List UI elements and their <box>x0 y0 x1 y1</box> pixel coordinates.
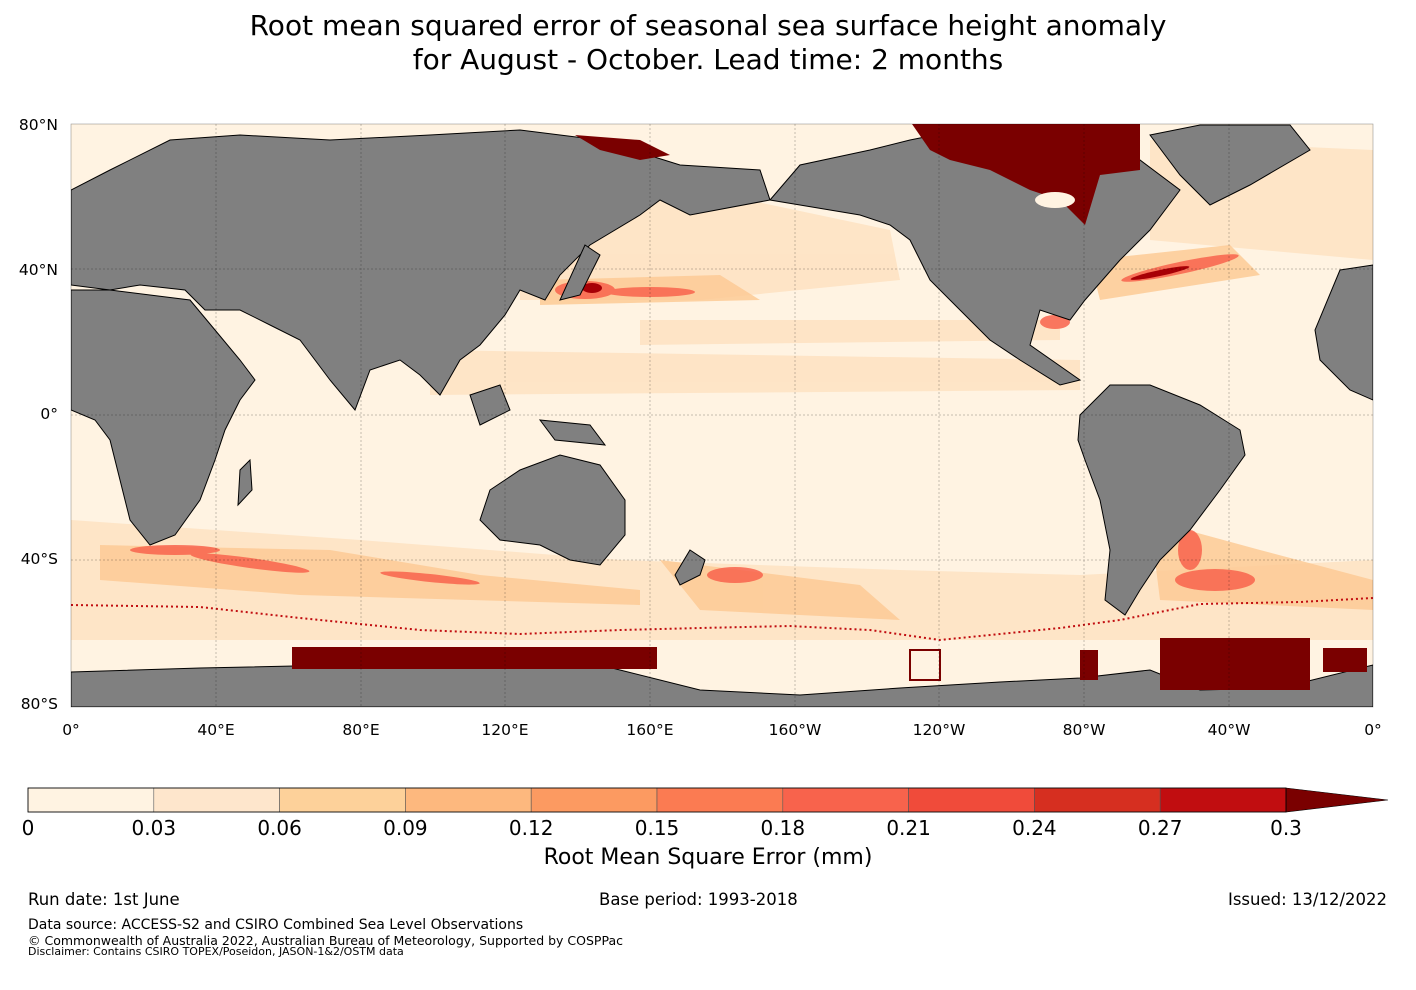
colorbar-tick-label: 0.27 <box>1137 816 1183 840</box>
colorbar-segment <box>405 787 532 813</box>
colorbar-tick-label: 0.09 <box>383 816 428 840</box>
land-europe-asia <box>71 129 771 411</box>
lon-label-0-right: 0° <box>1364 721 1382 739</box>
disclaimer: Disclaimer: Contains CSIRO TOPEX/Poseido… <box>28 945 404 958</box>
land-borneo-seasia <box>469 384 511 426</box>
land-madagascar <box>237 458 253 507</box>
lon-label-0: 0° <box>62 721 80 739</box>
colorbar-tick-label: 0.3 <box>1270 816 1302 840</box>
colorbar-segment <box>27 787 155 813</box>
colorbar-tick-label: 0.24 <box>1012 816 1057 840</box>
colorbar-tick-label: 0.03 <box>131 816 177 840</box>
colorbar-segment <box>530 787 658 813</box>
map-frame <box>70 123 1374 708</box>
run-date: Run date: 1st June <box>28 890 180 909</box>
colorbar-tick-label: 0.15 <box>634 816 680 840</box>
land-africa-west <box>1314 264 1373 401</box>
lon-label-40w: 40°W <box>1207 721 1251 739</box>
colorbar-segment <box>1034 787 1161 813</box>
lat-label-40s: 40°S <box>20 550 58 568</box>
colorbar-tick-label: 0.21 <box>886 816 931 840</box>
lat-label-80n: 80°N <box>18 116 58 134</box>
data-source: Data source: ACCESS-S2 and CSIRO Combine… <box>28 917 524 933</box>
lon-label-160w: 160°W <box>768 721 822 739</box>
colorbar-segment <box>279 787 406 813</box>
error-field-peak <box>582 266 1190 293</box>
hudson-bay-low-error <box>1035 192 1075 208</box>
lat-label-40n: 40°N <box>18 261 58 279</box>
saturated-regions <box>292 124 1367 690</box>
colorbar-segment <box>1159 787 1287 813</box>
colorbar-segment <box>153 787 280 813</box>
colorbar-segment <box>656 787 784 813</box>
lon-label-120w: 120°W <box>912 721 966 739</box>
land-australia <box>479 454 626 566</box>
base-period: Base period: 1993-2018 <box>599 890 798 909</box>
colorbar-tick-label: 0.12 <box>508 816 554 840</box>
land-south-america <box>1077 384 1246 616</box>
gridlines <box>71 124 1373 707</box>
lon-label-160e: 160°E <box>626 721 674 739</box>
colorbar-border <box>27 787 1287 813</box>
lon-label-80e: 80°E <box>342 721 380 739</box>
southern-ocean-error-band <box>71 597 1373 642</box>
land-new-guinea <box>538 419 607 446</box>
chart-title-line1: Root mean squared error of seasonal sea … <box>249 9 1167 42</box>
colorbar-tick-label: 0.06 <box>257 816 302 840</box>
lon-label-40e: 40°E <box>197 721 235 739</box>
colorbar-segment <box>782 787 909 813</box>
colorbar-label: Root Mean Square Error (mm) <box>543 845 873 870</box>
land-africa <box>71 289 256 546</box>
lon-label-80w: 80°W <box>1062 721 1106 739</box>
colorbar-segment <box>908 787 1035 813</box>
lat-label-eq: 0° <box>40 405 58 423</box>
lat-label-80s: 80°S <box>20 695 58 713</box>
land-japan <box>559 244 601 301</box>
colorbar-tick-label: 0 <box>21 816 35 840</box>
lon-label-120e: 120°E <box>481 721 529 739</box>
colorbar-tick-label: 0.18 <box>760 816 806 840</box>
colorbar-extend-arrow <box>1285 787 1389 813</box>
chart-title-line2: for August - October. Lead time: 2 month… <box>412 43 1004 76</box>
copyright-notice: © Commonwealth of Australia 2022, Austra… <box>28 933 623 948</box>
land-greenland <box>1149 124 1311 206</box>
issued-date: Issued: 13/12/2022 <box>1227 890 1387 909</box>
land-new-zealand <box>674 549 706 586</box>
